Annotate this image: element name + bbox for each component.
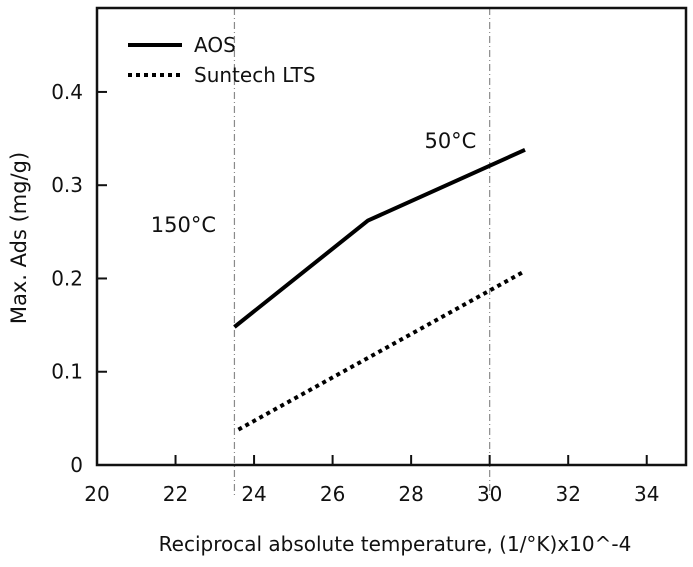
annotations-layer: 150°C 50°C — [151, 129, 477, 237]
legend-label: Suntech LTS — [194, 63, 316, 87]
series-layer — [233, 147, 526, 432]
y-axis-title: Max. Ads (mg/g) — [7, 152, 31, 324]
x-tick-label: 22 — [163, 482, 188, 506]
x-tick-label: 28 — [398, 482, 423, 506]
annotation-label: 50°C — [424, 129, 476, 153]
plot-frame — [95, 6, 688, 467]
x-tick-label: 20 — [84, 482, 109, 506]
x-tick-label: 30 — [477, 482, 502, 506]
y-tick-label: 0.3 — [51, 173, 83, 197]
x-ticks-layer: 20 22 24 26 28 30 32 34 — [84, 455, 659, 506]
reference-lines-layer — [233, 8, 491, 495]
series-line-aos — [233, 147, 526, 329]
legend: AOS Suntech LTS — [128, 33, 316, 87]
x-tick-label: 26 — [320, 482, 345, 506]
x-tick-label: 32 — [555, 482, 580, 506]
y-tick-label: 0 — [70, 453, 83, 477]
annotation-label: 150°C — [151, 213, 216, 237]
y-ticks-layer: 0 0.1 0.2 0.3 0.4 — [51, 80, 107, 477]
y-tick-label: 0.2 — [51, 266, 83, 290]
series-line-suntech-lts — [237, 269, 526, 432]
y-tick-label: 0.1 — [51, 360, 83, 384]
x-tick-label: 24 — [241, 482, 266, 506]
axes-layer — [95, 6, 688, 467]
legend-label: AOS — [194, 33, 236, 57]
x-axis-title: Reciprocal absolute temperature, (1/°K)x… — [159, 532, 632, 556]
x-tick-label: 34 — [634, 482, 659, 506]
y-tick-label: 0.4 — [51, 80, 83, 104]
